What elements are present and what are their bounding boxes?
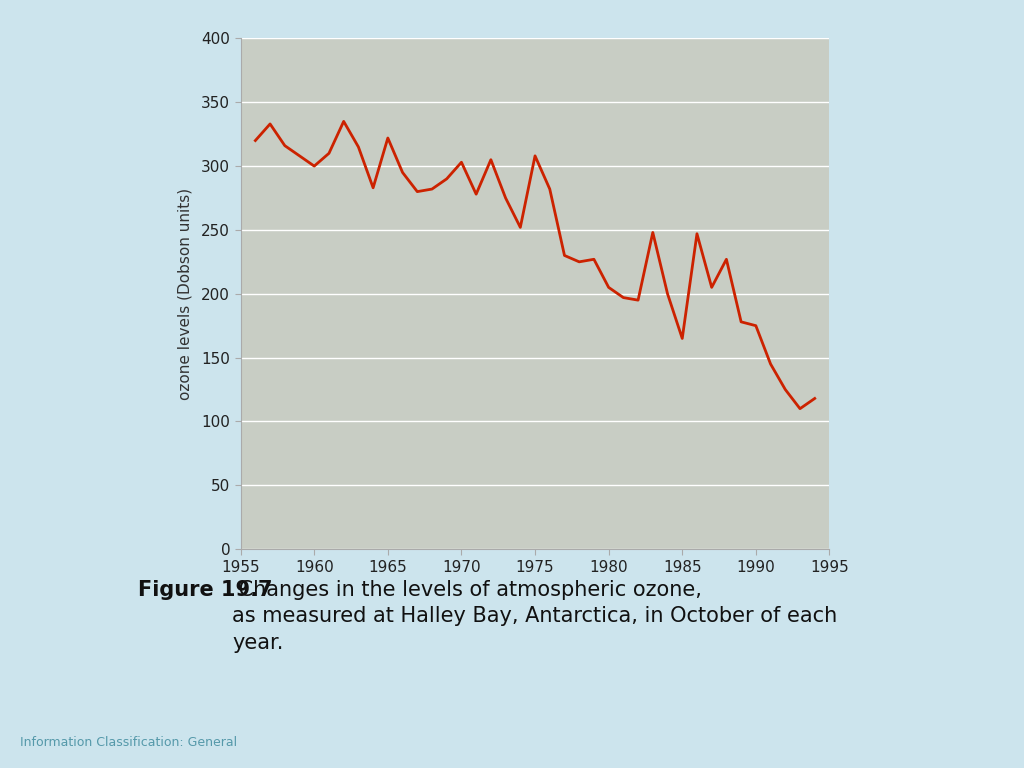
Text: Changes in the levels of atmospheric ozone,
as measured at Halley Bay, Antarctic: Changes in the levels of atmospheric ozo… xyxy=(232,580,838,653)
Y-axis label: ozone levels (Dobson units): ozone levels (Dobson units) xyxy=(178,187,193,400)
Text: Information Classification: General: Information Classification: General xyxy=(20,736,238,749)
Text: Figure 19.7: Figure 19.7 xyxy=(138,580,272,600)
